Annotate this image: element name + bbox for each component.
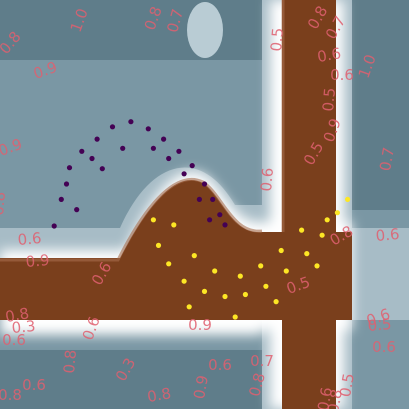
contour-level-label: 0.7 xyxy=(376,146,398,173)
class-1-point xyxy=(212,268,218,274)
class-1-point xyxy=(345,196,351,202)
contour-level-label: 0.6 xyxy=(375,225,400,245)
contour-level-label: 0.5 xyxy=(336,372,358,399)
class-0-point xyxy=(201,181,208,187)
contour-level-label: 0.8 xyxy=(0,191,9,216)
class-1-point xyxy=(181,278,187,284)
class-0-point xyxy=(150,145,156,151)
contour-level-label: 0.8 xyxy=(146,384,173,406)
class-1-point xyxy=(191,253,197,259)
contour-level-label: 0.8 xyxy=(324,388,346,409)
class-1-point xyxy=(319,232,325,238)
contour-level-label: 0.8 xyxy=(245,371,269,399)
contour-level-label: 0.9 xyxy=(188,316,212,334)
contour-level-label: 0.6 xyxy=(330,66,354,84)
class-0-point xyxy=(51,223,57,229)
class-1-point xyxy=(299,227,305,233)
class-1-point xyxy=(232,314,238,320)
class-0-point xyxy=(207,217,213,223)
contour-level-label: 0.6 xyxy=(2,331,26,349)
class-1-point xyxy=(258,263,264,269)
class-1-point xyxy=(314,263,320,269)
class-1-point xyxy=(222,293,228,300)
class-0-point xyxy=(99,166,105,172)
contour-level-label: 0.6 xyxy=(208,356,232,374)
negative-region-edge xyxy=(0,0,285,262)
contour-level-label: 0.7 xyxy=(250,352,274,370)
contour-dark-right xyxy=(352,0,409,210)
class-0-point xyxy=(189,163,195,169)
contour-level-label: 0.6 xyxy=(257,167,277,192)
contour-level-label: 0.8 xyxy=(60,349,80,374)
contour-level-label: 0.5 xyxy=(367,315,392,335)
class-0-point xyxy=(217,212,223,218)
negative-region-horizontal xyxy=(0,179,262,320)
contour-level-label: 0.6 xyxy=(22,376,46,394)
class-1-point xyxy=(242,291,248,298)
contour-level-label: 0.9 xyxy=(25,251,50,271)
class-0-point xyxy=(196,196,202,202)
class-0-point xyxy=(63,181,70,187)
class-1-point xyxy=(201,288,208,294)
class-1-point xyxy=(334,210,340,216)
class-1-point xyxy=(166,261,172,267)
class-1-point xyxy=(273,299,279,305)
contour-level-label: 0.7 xyxy=(163,7,187,35)
scatter-points xyxy=(51,119,351,320)
contour-level-label: 0.8 xyxy=(4,304,31,326)
contour-level-label: 0.6 xyxy=(372,338,396,356)
contour-level-label: 0.5 xyxy=(267,27,287,52)
class-0-point xyxy=(222,222,228,228)
class-1-point xyxy=(155,242,162,248)
class-0-point xyxy=(109,124,116,130)
class-1-point xyxy=(304,251,310,257)
negative-region-arm xyxy=(262,232,352,320)
negative-region xyxy=(0,0,352,409)
contour-labels: 0.81.00.90.80.70.90.50.60.60.50.70.81.00… xyxy=(0,3,400,409)
class-1-point xyxy=(263,283,269,289)
contour-level-label: 0.6 xyxy=(314,386,336,409)
class-0-point xyxy=(58,196,64,202)
class-0-point xyxy=(145,126,151,132)
class-0-point xyxy=(128,119,134,125)
class-0-point xyxy=(181,171,187,177)
class-0-point xyxy=(74,207,80,213)
class-1-point xyxy=(186,304,192,310)
class-0-point xyxy=(66,165,73,171)
class-1-point xyxy=(324,217,330,223)
class-0-point xyxy=(166,155,172,162)
class-0-point xyxy=(120,145,126,151)
contour-level-label: 0.6 xyxy=(316,44,343,66)
contour-level-label: 0.9 xyxy=(190,374,212,401)
class-0-point xyxy=(94,136,100,142)
class-1-point xyxy=(283,268,289,274)
class-1-point xyxy=(278,247,284,254)
class-1-point xyxy=(150,217,156,223)
class-0-point xyxy=(89,155,95,162)
class-1-point xyxy=(171,222,177,228)
class-0-point xyxy=(210,196,216,202)
edge-horizontal xyxy=(0,177,263,262)
contour-dark-bottom xyxy=(0,350,262,409)
contour-level-label: 0.5 xyxy=(319,87,339,112)
class-0-point xyxy=(176,148,182,154)
class-0-point xyxy=(161,136,167,142)
contour-bright-spot xyxy=(187,2,223,58)
class-1-point xyxy=(237,273,243,279)
contour-level-label: 0.8 xyxy=(0,386,22,404)
contour-level-label: 0.3 xyxy=(11,317,36,337)
class-0-point xyxy=(79,148,85,154)
contour-level-label: 0.6 xyxy=(17,229,42,249)
